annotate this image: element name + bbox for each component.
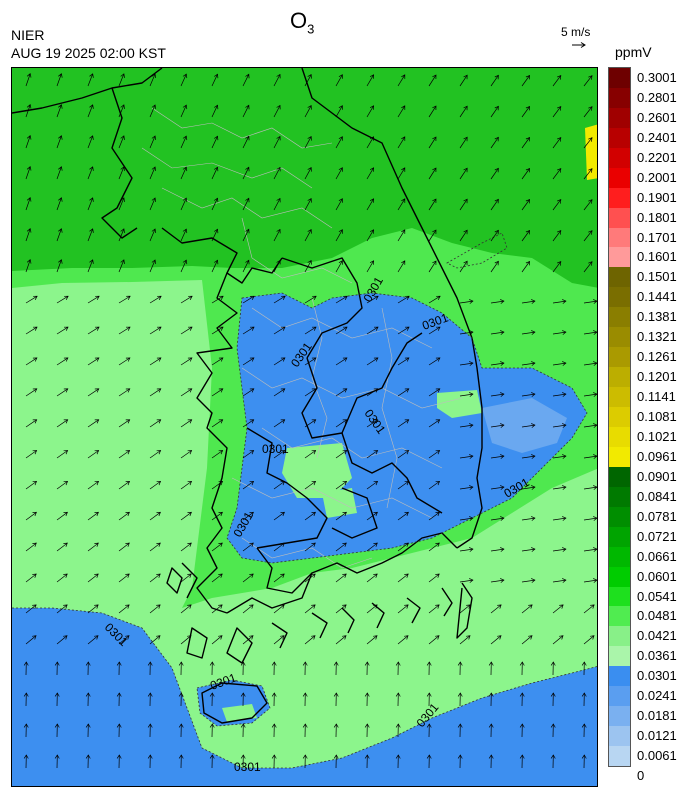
contour-label: 0301 [262, 442, 289, 456]
colorbar-label: 0.1201 [637, 369, 677, 385]
colorbar-segment [609, 327, 630, 348]
colorbar-label: 0.2401 [637, 129, 677, 145]
colorbar-segment [609, 666, 630, 687]
colorbar-label: 0.0421 [637, 628, 677, 644]
colorbar-segment [609, 387, 630, 408]
colorbar-label: 0.1321 [637, 329, 677, 345]
colorbar-label: 0.2601 [637, 109, 677, 125]
colorbar-label: 0.2201 [637, 149, 677, 165]
colorbar-segment [609, 107, 630, 129]
colorbar-segment [609, 526, 630, 548]
colorbar-label: 0.1021 [637, 428, 677, 444]
colorbar-label: 0.0301 [637, 668, 677, 684]
field-light-green-west [12, 280, 212, 608]
title-subscript: 3 [307, 21, 315, 37]
colorbar-segment [609, 586, 630, 607]
colorbar-segment [609, 726, 630, 747]
field-yellow-hotspot [585, 124, 597, 180]
colorbar-label: 0.0901 [637, 468, 677, 484]
colorbar-segment [609, 307, 630, 328]
province-boundaries [141, 107, 463, 569]
colorbar-label: 0.2001 [637, 169, 677, 185]
colorbar-segment [609, 407, 630, 428]
agency-label: NIER [11, 27, 45, 43]
colorbar-label: 0.0241 [637, 688, 677, 704]
colorbar-label: 0.1261 [637, 349, 677, 365]
colorbar-segment [609, 606, 630, 627]
colorbar-segment [609, 187, 630, 209]
colorbar-segment [609, 446, 630, 468]
colorbar-label: 0.1901 [637, 189, 677, 205]
field-light-green-hole-1 [282, 443, 352, 498]
colorbar-label: 0.1501 [637, 269, 677, 285]
colorbar-segment [609, 546, 630, 568]
colorbar-label: 0.1801 [637, 209, 677, 225]
colorbar-label: 0.1441 [637, 289, 677, 305]
colorbar-segment [609, 626, 630, 647]
colorbar-label: 0.0481 [637, 608, 677, 624]
colorbar-segment [609, 147, 630, 169]
colorbar-segment [609, 287, 630, 308]
colorbar-segment [609, 347, 630, 368]
colorbar-segment [609, 127, 630, 149]
colorbar-label: 0.0541 [637, 588, 677, 604]
wind-vectors [23, 73, 597, 769]
contour-lines [12, 232, 597, 769]
coastline [12, 68, 483, 724]
colorbar-segment [609, 426, 630, 448]
wind-scale-label: 5 m/s [561, 25, 591, 39]
unit-label: ppmV [615, 44, 652, 60]
colorbar-segment [609, 167, 630, 189]
colorbar-segment [609, 746, 630, 767]
colorbar-label: 0.0181 [637, 708, 677, 724]
colorbar-label: 0.0361 [637, 648, 677, 664]
field-light-green-hole-3 [322, 488, 357, 518]
title-main: O [290, 8, 308, 33]
colorbar-segment [609, 68, 630, 89]
colorbar-segment [609, 646, 630, 667]
colorbar-segment [609, 247, 630, 268]
colorbar-label: 0.3001 [637, 70, 677, 85]
contour-label: 0301 [234, 760, 261, 774]
colorbar-label: 0.0121 [637, 728, 677, 744]
colorbar-segment [609, 367, 630, 388]
colorbar-label: 0.0961 [637, 448, 677, 464]
field-dark-green [12, 68, 597, 288]
ozone-map[interactable]: 0301 0301 0301 0301 0301 0301 0301 0301 0301 0301… [11, 67, 598, 787]
colorbar-label: 0 [637, 768, 645, 783]
colorbar-segment [609, 87, 630, 109]
colorbar-label: 0.0601 [637, 568, 677, 584]
colorbar-label: 0.1141 [637, 389, 676, 405]
colorbar-segment [609, 207, 630, 229]
datetime-label: AUG 19 2025 02:00 KST [11, 45, 166, 61]
colorbar-label: 0.0061 [637, 748, 677, 764]
colorbar-label: 0.1701 [637, 229, 677, 245]
field-blue-southwest [12, 608, 597, 786]
field-light-green-hole-4 [222, 704, 257, 722]
field-light-green-hole-2 [437, 390, 482, 418]
colorbar-label: 0.0721 [637, 528, 677, 544]
colorbar-segment [609, 706, 630, 727]
colorbar [608, 67, 631, 767]
colorbar-label: 0.1381 [637, 309, 677, 325]
colorbar-segment [609, 566, 630, 587]
colorbar-label: 0.0841 [637, 488, 677, 504]
colorbar-label: 0.1601 [637, 249, 677, 265]
map-canvas: 0301030103010301030103010301030103010301… [12, 68, 597, 786]
colorbar-segment [609, 466, 630, 488]
map-title: O3 [290, 8, 314, 42]
field-light-blue-southeast [482, 398, 567, 453]
colorbar-label: 0.0781 [637, 508, 677, 524]
wind-scale-arrow-icon [572, 42, 586, 48]
colorbar-label: 0.2801 [637, 89, 677, 105]
colorbar-segment [609, 267, 630, 288]
colorbar-label: 0.0661 [637, 548, 677, 564]
colorbar-segment [609, 686, 630, 707]
colorbar-segment [609, 506, 630, 528]
colorbar-segment [609, 227, 630, 248]
colorbar-segment [609, 486, 630, 508]
colorbar-label: 0.1081 [637, 409, 677, 425]
